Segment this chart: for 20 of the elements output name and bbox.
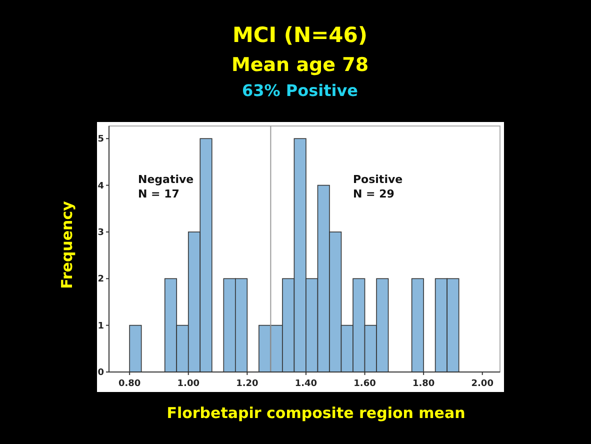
x-tick-label: 1.20 [236, 379, 258, 389]
x-tick-label: 2.00 [471, 379, 494, 389]
x-tick-label: 1.80 [412, 379, 435, 389]
y-tick-label: 2 [98, 274, 104, 285]
annotation: Positive N = 29 [353, 173, 403, 200]
x-tick-label: 0.80 [118, 379, 141, 389]
y-tick-label: 5 [98, 134, 104, 145]
chart-subtitle: Mean age 78 [231, 54, 369, 76]
chart-title: MCI (N=46) [232, 23, 368, 47]
y-axis-title: Frequency [58, 200, 76, 289]
x-axis-title: Florbetapir composite region mean [166, 404, 466, 422]
y-tick-label: 0 [98, 368, 104, 378]
y-tick-label: 4 [98, 181, 104, 192]
annotation: Negative N = 17 [138, 173, 194, 200]
x-tick-label: 1.00 [177, 379, 200, 389]
y-tick-label: 3 [98, 228, 104, 238]
x-tick-label: 1.60 [354, 379, 376, 389]
x-tick-label: 1.40 [294, 379, 318, 389]
y-tick-label: 1 [98, 321, 104, 332]
text: 63% Positive [242, 81, 358, 100]
